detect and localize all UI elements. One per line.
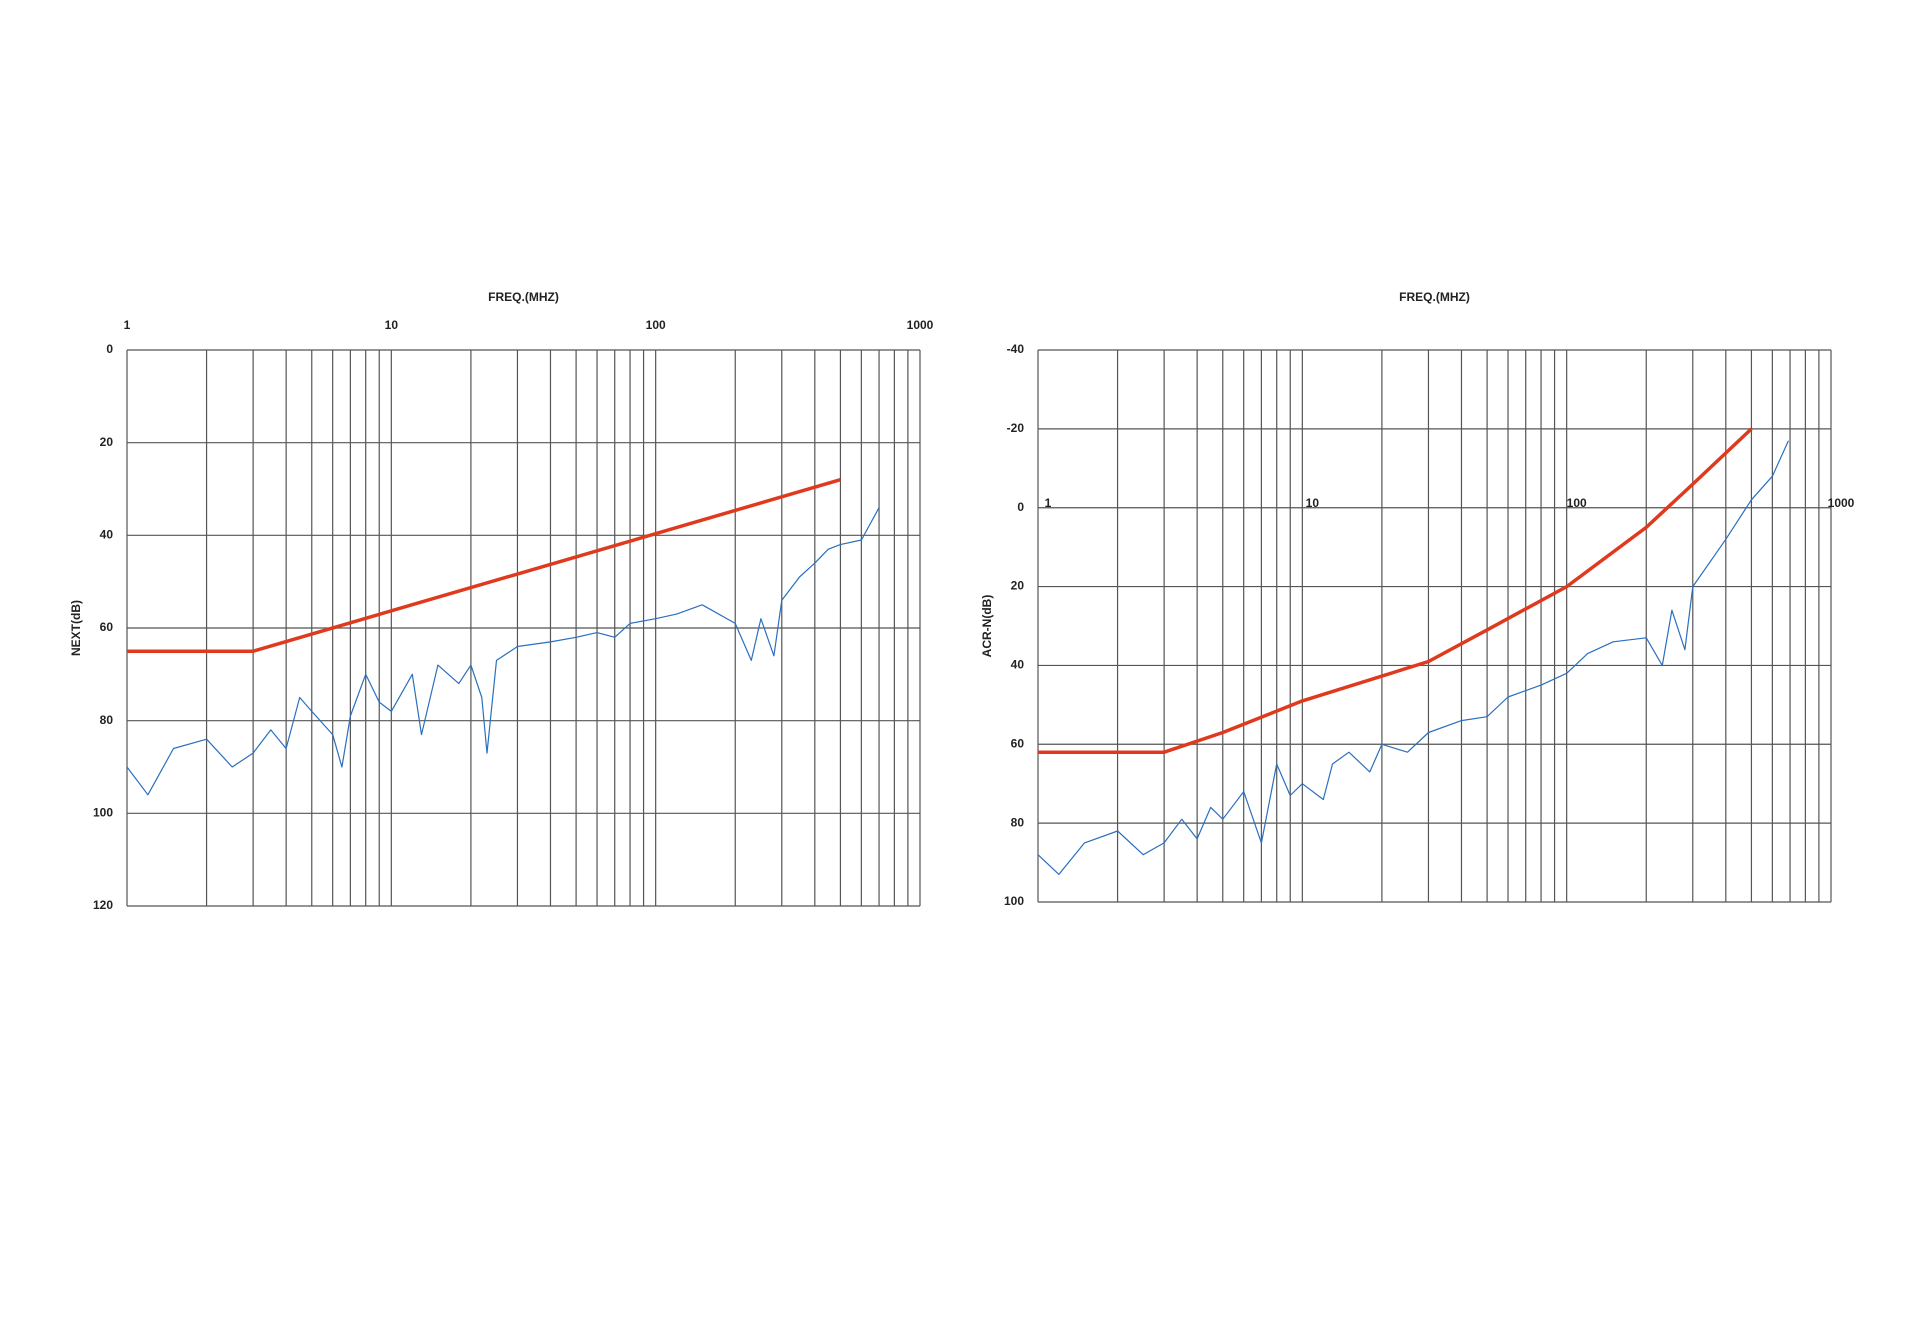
chart-title: FREQ.(MHZ)	[488, 290, 559, 304]
data-line	[126, 507, 880, 796]
y-axis-label: NEXT(dB)	[69, 600, 83, 656]
data-line	[1038, 427, 1753, 754]
y-tick-label: 80	[100, 713, 114, 727]
y-tick-label: 40	[100, 528, 114, 542]
y-tick-label: 60	[100, 620, 114, 634]
x-tick-label: 1000	[907, 318, 934, 332]
data-line	[127, 478, 841, 653]
y-tick-label: 100	[1004, 894, 1024, 908]
y-tick-label: 60	[1011, 736, 1025, 750]
y-tick-label: 20	[100, 435, 114, 449]
y-axis-label: ACR-N(dB)	[980, 595, 994, 658]
x-tick-label: 100	[1567, 496, 1587, 510]
x-tick-label: 1	[1045, 496, 1052, 510]
x-tick-label: 100	[646, 318, 666, 332]
y-tick-label: 80	[1011, 815, 1025, 829]
chart-title: FREQ.(MHZ)	[1399, 290, 1470, 304]
y-tick-label: 0	[106, 342, 113, 356]
data-line	[1037, 440, 1789, 875]
y-tick-label: -20	[1007, 421, 1025, 435]
x-tick-label: 10	[1306, 496, 1320, 510]
y-tick-label: -40	[1007, 342, 1025, 356]
x-tick-label: 1000	[1828, 496, 1855, 510]
y-tick-label: 20	[1011, 579, 1025, 593]
x-tick-label: 10	[385, 318, 399, 332]
y-tick-label: 40	[1011, 658, 1025, 672]
y-tick-label: 120	[93, 898, 113, 912]
x-tick-label: 1	[124, 318, 131, 332]
y-tick-label: 100	[93, 806, 113, 820]
y-tick-label: 0	[1017, 500, 1024, 514]
